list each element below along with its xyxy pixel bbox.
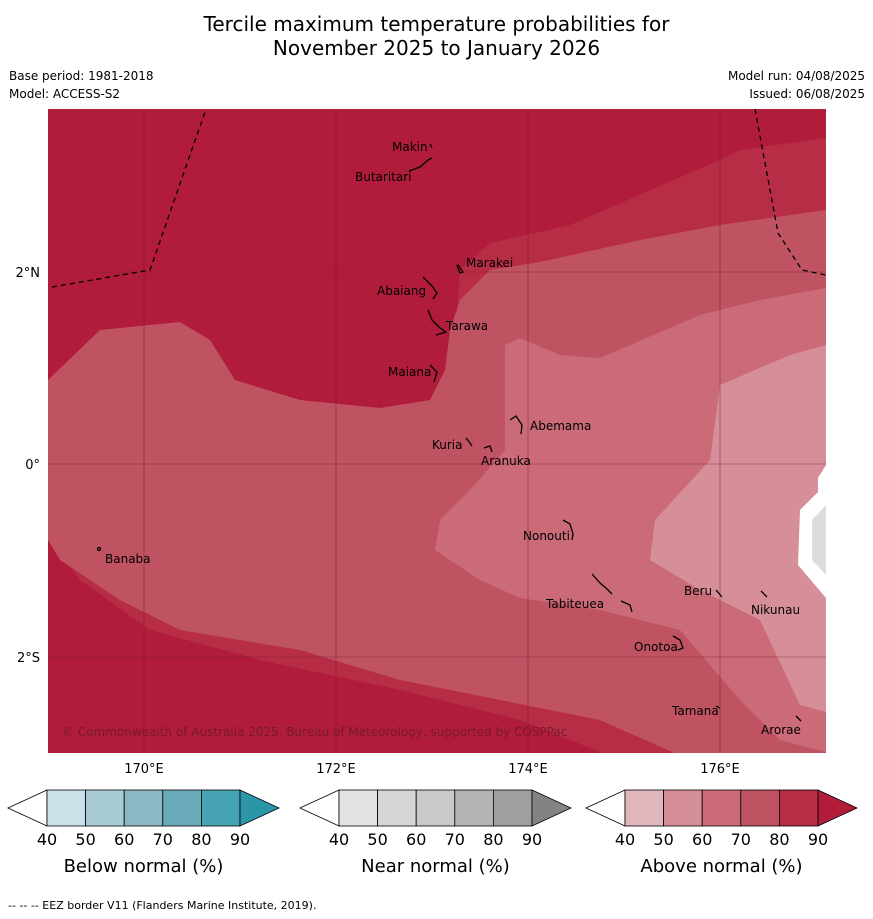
eez-footnote: -- -- -- EEZ border V11 (Flanders Marine… (8, 899, 317, 912)
colorbar-below-normal: 40 50 60 70 80 90 Below normal (%) (7, 789, 280, 877)
colorbar-tick-label: 50 (75, 830, 95, 849)
latitude-labels: 2°N 0° 2°S (16, 266, 41, 666)
colorbar-segment (492, 789, 533, 827)
label-nikunau: Nikunau (751, 603, 800, 617)
colorbar-tick-label: 60 (692, 830, 712, 849)
lat-label-2s: 2°S (17, 651, 40, 666)
title-line-1: Tercile maximum temperature probabilitie… (203, 12, 670, 36)
lon-label-176e: 176°E (700, 762, 740, 777)
island-outlines (96, 143, 802, 722)
colorbar-tick-label: 40 (329, 830, 349, 849)
contour-near-normal-patch-inner (812, 505, 826, 575)
lat-label-2n: 2°N (16, 266, 41, 281)
colorbar-extend-high (239, 789, 280, 827)
colorbar-segment (454, 789, 494, 827)
label-abemama: Abemama (530, 419, 591, 433)
colorbar-tick-label: 40 (615, 830, 635, 849)
colorbar-extend-low (299, 789, 340, 827)
model-name: Model: ACCESS-S2 (9, 87, 121, 101)
contour-above-50 (650, 345, 826, 712)
label-banaba: Banaba (105, 552, 151, 566)
title-line-2: November 2025 to January 2026 (272, 36, 601, 60)
colorbar-segment (123, 789, 164, 827)
colorbar-title: Above normal (%) (640, 856, 802, 877)
colorbar-extend-low (7, 789, 48, 827)
colorbar-title: Below normal (%) (64, 856, 224, 877)
base-period: Base period: 1981-2018 (9, 69, 154, 83)
label-tabiteuea: Tabiteuea (545, 597, 604, 611)
label-marakei: Marakei (466, 256, 513, 270)
colorbar-segment (338, 789, 378, 827)
issued-date: Issued: 06/08/2025 (749, 87, 865, 101)
colorbar-tick-label: 50 (653, 830, 673, 849)
colorbar-segment (85, 789, 125, 827)
eez-borders (51, 108, 827, 288)
colorbar-tick-label: 70 (731, 830, 751, 849)
label-arorae: Arorae (761, 723, 801, 737)
colorbar-segment (701, 789, 742, 827)
lon-label-174e: 174°E (508, 762, 548, 777)
label-abaiang: Abaiang (377, 284, 426, 298)
colorbar-tick-label: 80 (191, 830, 211, 849)
label-nonouti: Nonouti (523, 529, 570, 543)
lat-label-0: 0° (25, 458, 40, 473)
label-kuria: Kuria (432, 438, 463, 452)
lon-label-170e: 170°E (124, 762, 164, 777)
colorbar-segment (162, 789, 202, 827)
label-onotoa: Onotoa (634, 640, 678, 654)
colorbar-tick-label: 90 (808, 830, 828, 849)
longitude-labels: 170°E 172°E 174°E 176°E (124, 762, 740, 777)
colorbar-segment (624, 789, 664, 827)
colorbar-extend-high (531, 789, 572, 827)
chart-title: Tercile maximum temperature probabilitie… (0, 12, 873, 60)
colorbar-segment (663, 789, 703, 827)
colorbar-segment (415, 789, 456, 827)
island-labels: Makin Butaritari Marakei Abaiang Tarawa … (105, 140, 801, 737)
colorbar-tick-label: 70 (153, 830, 173, 849)
colorbar-tick-label: 60 (406, 830, 426, 849)
colorbar-tick-label: 70 (445, 830, 465, 849)
label-makin: Makin (392, 140, 428, 154)
probability-contours (48, 109, 826, 753)
colorbar-segment (377, 789, 417, 827)
colorbar-title: Near normal (%) (361, 856, 510, 877)
label-tarawa: Tarawa (445, 319, 488, 333)
colorbar-near-normal: 40 50 60 70 80 90 Near normal (%) (299, 789, 572, 877)
colorbar-segment (200, 789, 241, 827)
label-aranuka: Aranuka (481, 454, 531, 468)
colorbar-tick-label: 50 (367, 830, 387, 849)
colorbar-tick-label: 40 (37, 830, 57, 849)
colorbar-above-normal: 40 50 60 70 80 90 Above normal (%) (585, 789, 858, 877)
colorbar-extend-low (585, 789, 626, 827)
colorbar-tick-label: 80 (483, 830, 503, 849)
colorbar-segment (46, 789, 86, 827)
label-beru: Beru (684, 584, 712, 598)
colorbar-extend-high (817, 789, 858, 827)
colorbar-tick-label: 90 (230, 830, 250, 849)
contour-above-60-inner-west (172, 458, 340, 520)
label-tamana: Tamana (671, 704, 719, 718)
colorbar-tick-label: 80 (769, 830, 789, 849)
copyright-notice: © Commonwealth of Australia 2025, Bureau… (62, 725, 567, 739)
model-run-date: Model run: 04/08/2025 (727, 69, 865, 83)
run-info: Model run: 04/08/2025 Issued: 06/08/2025 (728, 67, 865, 103)
label-butaritari: Butaritari (355, 170, 412, 184)
colorbar-tick-label: 60 (114, 830, 134, 849)
lon-label-172e: 172°E (316, 762, 356, 777)
label-maiana: Maiana (388, 365, 431, 379)
model-info: Base period: 1981-2018 Model: ACCESS-S2 (9, 67, 154, 103)
colorbar-segment (740, 789, 780, 827)
colorbar-segment (778, 789, 819, 827)
colorbar-tick-label: 90 (522, 830, 542, 849)
gridlines (48, 109, 826, 753)
